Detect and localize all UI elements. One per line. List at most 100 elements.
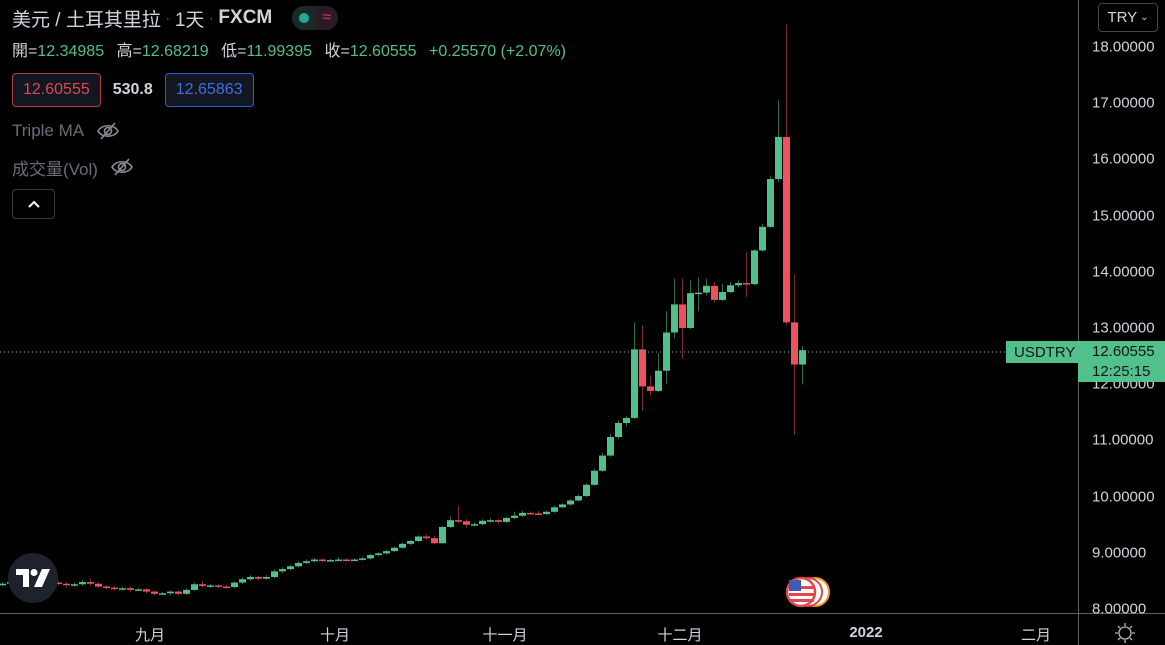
candle <box>143 588 150 594</box>
candle <box>503 516 510 524</box>
candle-body <box>703 285 710 293</box>
economic-event-flags-icon[interactable] <box>785 576 830 608</box>
candle-body <box>615 422 622 438</box>
candle <box>87 578 94 586</box>
candle <box>359 556 366 561</box>
candle <box>151 590 158 596</box>
candle-body <box>743 283 750 285</box>
candle-body <box>271 571 278 577</box>
candle <box>591 468 598 486</box>
candle-body <box>223 586 230 589</box>
close-value: 12.60555 <box>349 43 417 60</box>
tradingview-logo[interactable] <box>8 553 58 603</box>
candle <box>207 583 214 588</box>
candle-body <box>775 136 782 180</box>
candle-body <box>247 576 254 580</box>
candle <box>583 483 590 498</box>
candle-body <box>655 370 662 391</box>
candle <box>687 280 694 330</box>
candle-body <box>391 547 398 552</box>
sell-button[interactable]: 12.60555 <box>12 73 101 107</box>
symbol-name[interactable]: 美元 / 土耳其里拉 <box>12 9 161 31</box>
candle-body <box>687 293 694 328</box>
candle-body <box>135 589 142 591</box>
price-axis-label: 8.00000 <box>1092 600 1147 618</box>
candle <box>367 553 374 560</box>
candle-body <box>503 517 510 522</box>
candle-body <box>175 591 182 594</box>
candle-body <box>727 285 734 293</box>
symbol-price-label: USDTRY <box>1006 341 1078 363</box>
candle-body <box>343 559 350 562</box>
settings-gear-icon[interactable] <box>1115 623 1135 643</box>
candle <box>247 575 254 581</box>
time-axis-label: 二月 <box>1020 627 1052 644</box>
candle <box>79 579 86 586</box>
candle <box>703 278 710 296</box>
time-axis-label: 十月 <box>319 627 351 644</box>
candle-body <box>567 500 574 505</box>
candle <box>743 252 750 298</box>
candle <box>351 558 358 562</box>
candle-body <box>719 292 726 300</box>
time-axis-label: 2022 <box>849 624 883 641</box>
candle-body <box>295 562 302 567</box>
candle <box>215 584 222 589</box>
candle-body <box>119 588 126 590</box>
candle <box>791 274 798 435</box>
indicator-volume[interactable]: 成交量(Vol) <box>12 155 574 179</box>
candle-body <box>751 250 758 285</box>
candle <box>647 375 654 396</box>
candle <box>575 494 582 502</box>
buy-button[interactable]: 12.65863 <box>164 73 254 107</box>
candle-body <box>231 582 238 588</box>
market-status[interactable]: ≈ <box>292 6 339 30</box>
candle <box>327 558 334 562</box>
interval[interactable]: 1天 <box>174 9 205 31</box>
candle <box>0 582 6 586</box>
candle-body <box>519 512 526 516</box>
indicator-triple-ma[interactable]: Triple MA <box>12 119 574 143</box>
symbol-title-row[interactable]: 美元 / 土耳其里拉 · 1天 · FXCM ≈ <box>12 4 574 32</box>
candle <box>319 558 326 563</box>
candle <box>535 511 542 516</box>
currency-button[interactable]: TRY ⌄ <box>1098 3 1158 32</box>
candle <box>311 557 318 563</box>
candle <box>463 519 470 529</box>
candle <box>343 558 350 562</box>
candle <box>391 546 398 553</box>
candle-body <box>319 559 326 562</box>
candle <box>399 542 406 549</box>
candle-body <box>575 496 582 501</box>
candle <box>295 561 302 568</box>
candle-body <box>79 582 86 585</box>
candle <box>127 586 134 592</box>
candle-body <box>679 304 686 328</box>
eye-off-icon[interactable] <box>96 121 120 141</box>
candle <box>95 582 102 589</box>
candle <box>71 582 78 587</box>
last-price-badge: 12.60555 12:25:15 <box>1078 341 1165 382</box>
candle-body <box>63 583 70 586</box>
candle <box>431 535 438 545</box>
candle <box>511 511 518 520</box>
candle <box>615 420 622 439</box>
candle-body <box>263 576 270 579</box>
candle-body <box>799 350 806 365</box>
candle <box>191 582 198 592</box>
candle <box>471 522 478 527</box>
chart-legend: 美元 / 土耳其里拉 · 1天 · FXCM ≈ 開=12.34985 高=12… <box>12 4 574 219</box>
candle <box>263 575 270 580</box>
eye-off-icon[interactable] <box>110 157 134 177</box>
candle <box>439 525 446 544</box>
candle-body <box>71 584 78 586</box>
candle <box>119 587 126 591</box>
candle <box>335 557 342 562</box>
candle <box>455 506 462 524</box>
candle-body <box>647 386 654 391</box>
candle <box>383 549 390 555</box>
collapse-legend-button[interactable] <box>12 189 55 219</box>
high-value: 12.68219 <box>141 43 209 60</box>
candle <box>767 176 774 228</box>
